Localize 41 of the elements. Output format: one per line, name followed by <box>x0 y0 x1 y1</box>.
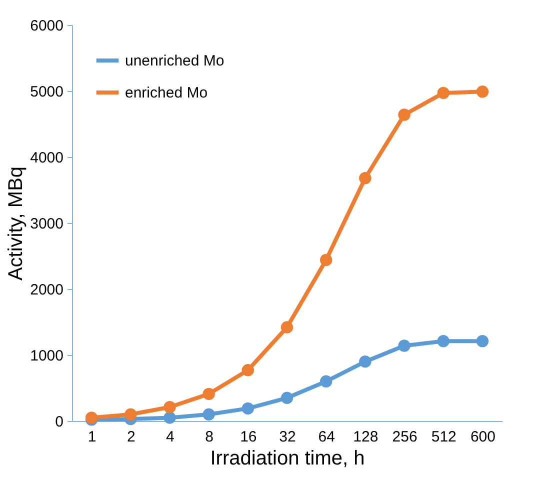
point <box>437 335 450 348</box>
x-tick-label: 128 <box>353 428 378 446</box>
x-tick-label: 8 <box>205 428 214 446</box>
point <box>398 340 410 352</box>
x-tick-label: 600 <box>470 428 496 446</box>
y-axis-title: Activity, MBq <box>5 166 28 281</box>
y-tick-label: 5000 <box>30 84 64 100</box>
point <box>242 402 254 415</box>
x-tick-label: 64 <box>318 428 335 446</box>
y-tick-label: 4000 <box>30 150 64 166</box>
x-tick-label: 256 <box>392 428 418 446</box>
point <box>320 254 332 266</box>
point <box>320 375 332 388</box>
point <box>164 412 176 424</box>
y-tick-label: 6000 <box>30 18 64 34</box>
point <box>164 401 176 414</box>
point <box>242 364 254 376</box>
y-tick-label: 1000 <box>30 348 64 364</box>
legend-label: enriched Mo <box>125 84 208 102</box>
x-axis-title: Irradiation time, h <box>210 448 365 470</box>
point <box>280 321 294 334</box>
x-tick-label: 32 <box>279 428 296 446</box>
point <box>476 86 489 98</box>
y-tick-label: 3000 <box>30 216 64 232</box>
x-tick-label: 512 <box>431 428 456 446</box>
legend-label: unenriched Mo <box>125 52 224 70</box>
point <box>359 172 372 184</box>
point <box>437 86 450 100</box>
x-tick-label: 1 <box>88 428 96 446</box>
point <box>202 388 215 400</box>
y-tick-label: 0 <box>55 414 64 430</box>
x-tick-label: 2 <box>126 428 136 446</box>
point <box>398 108 410 121</box>
point <box>476 335 489 348</box>
y-tick-label: 2000 <box>30 282 64 298</box>
x-tick-label: 16 <box>240 428 257 446</box>
point <box>359 355 372 368</box>
point <box>202 408 215 421</box>
point <box>124 408 137 421</box>
point <box>280 392 294 404</box>
x-tick-label: 4 <box>166 428 174 446</box>
